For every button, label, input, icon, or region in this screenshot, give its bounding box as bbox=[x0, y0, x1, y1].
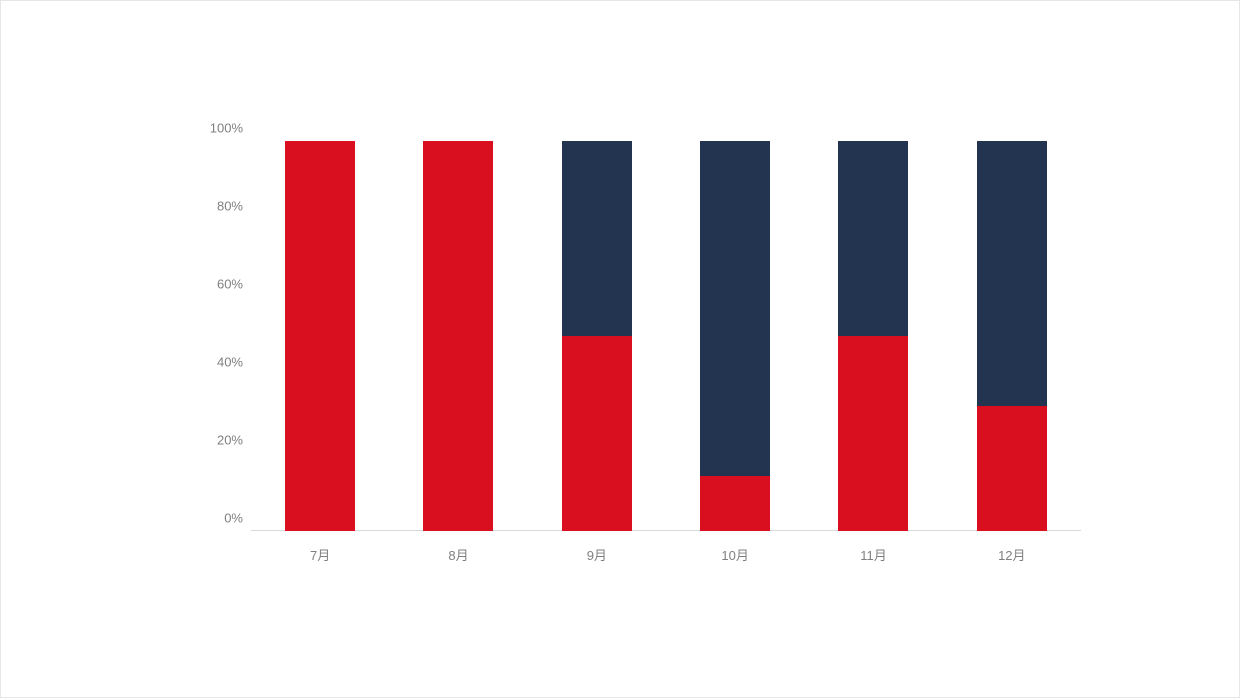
bar-4-seg-top bbox=[838, 141, 908, 336]
bar-3-seg-bottom bbox=[700, 476, 770, 531]
bar-2-seg-bottom bbox=[562, 336, 632, 531]
x-label-0: 7月 bbox=[310, 545, 330, 564]
bar-0-seg-bottom bbox=[285, 141, 355, 531]
y-tick-80: 80% bbox=[195, 200, 243, 213]
stacked-bar-chart: 0% 20% 40% 60% 80% 100% 7月 bbox=[201, 141, 1081, 571]
bars-container: 7月 8月 9月 bbox=[251, 141, 1081, 531]
bar-5-seg-bottom bbox=[977, 406, 1047, 531]
bar-5 bbox=[977, 141, 1047, 531]
bar-slot-1: 8月 bbox=[389, 141, 527, 531]
x-label-2: 9月 bbox=[587, 545, 607, 564]
bar-2 bbox=[562, 141, 632, 531]
x-label-5: 12月 bbox=[998, 545, 1025, 564]
bar-1 bbox=[423, 141, 493, 531]
x-label-1: 8月 bbox=[448, 545, 468, 564]
bar-3 bbox=[700, 141, 770, 531]
bar-slot-0: 7月 bbox=[251, 141, 389, 531]
bar-slot-2: 9月 bbox=[528, 141, 666, 531]
bar-5-seg-top bbox=[977, 141, 1047, 406]
y-tick-40: 40% bbox=[195, 356, 243, 369]
bar-4 bbox=[838, 141, 908, 531]
y-tick-0: 0% bbox=[195, 512, 243, 525]
bar-slot-3: 10月 bbox=[666, 141, 804, 531]
bar-2-seg-top bbox=[562, 141, 632, 336]
bar-0 bbox=[285, 141, 355, 531]
bar-3-seg-top bbox=[700, 141, 770, 476]
bar-slot-5: 12月 bbox=[943, 141, 1081, 531]
bar-4-seg-bottom bbox=[838, 336, 908, 531]
x-label-3: 10月 bbox=[721, 545, 748, 564]
bar-slot-4: 11月 bbox=[804, 141, 942, 531]
y-tick-60: 60% bbox=[195, 278, 243, 291]
plot-area: 0% 20% 40% 60% 80% 100% 7月 bbox=[251, 141, 1081, 531]
chart-frame: 0% 20% 40% 60% 80% 100% 7月 bbox=[0, 0, 1240, 698]
y-tick-100: 100% bbox=[195, 122, 243, 135]
y-tick-20: 20% bbox=[195, 434, 243, 447]
bar-1-seg-bottom bbox=[423, 141, 493, 531]
x-label-4: 11月 bbox=[860, 545, 887, 564]
